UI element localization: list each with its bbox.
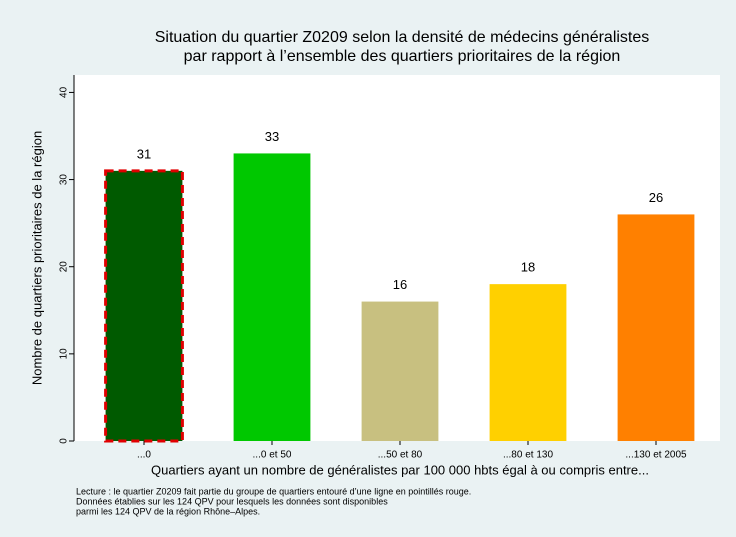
y-tick-label: 10 bbox=[59, 348, 70, 360]
x-axis-label: Quartiers ayant un nombre de généraliste… bbox=[151, 462, 649, 477]
data-label: 18 bbox=[521, 260, 535, 275]
bar bbox=[489, 284, 567, 441]
x-tick-label: ...50 et 80 bbox=[378, 450, 423, 461]
y-tick-label: 20 bbox=[59, 261, 70, 273]
data-label: 16 bbox=[393, 277, 407, 292]
x-tick-label: ...80 et 130 bbox=[503, 450, 553, 461]
data-label: 31 bbox=[137, 146, 151, 161]
note: Lecture : le quartier Z0209 fait partie … bbox=[76, 486, 471, 496]
bar bbox=[361, 301, 439, 441]
x-tick-label: ...0 et 50 bbox=[253, 450, 292, 461]
bar bbox=[105, 170, 183, 441]
x-tick-label: ...130 et 2005 bbox=[625, 450, 687, 461]
y-tick-label: 40 bbox=[59, 86, 70, 98]
chart-title: par rapport à l’ensemble des quartiers p… bbox=[184, 48, 621, 65]
bar-highlight bbox=[104, 169, 184, 443]
y-tick-label: 0 bbox=[59, 438, 70, 444]
data-label: 26 bbox=[649, 190, 663, 205]
y-tick-label: 30 bbox=[59, 174, 70, 186]
x-tick-label: ...0 bbox=[137, 450, 151, 461]
note: parmi les 124 QPV de la région Rhône–Alp… bbox=[76, 506, 260, 516]
chart-title: Situation du quartier Z0209 selon la den… bbox=[155, 29, 650, 46]
data-label: 33 bbox=[265, 129, 279, 144]
bar bbox=[233, 153, 311, 441]
y-axis-label: Nombre de quartiers prioritaires de la r… bbox=[29, 131, 44, 385]
bar bbox=[617, 214, 695, 441]
note: Données établies sur les 124 QPV pour le… bbox=[76, 496, 388, 506]
